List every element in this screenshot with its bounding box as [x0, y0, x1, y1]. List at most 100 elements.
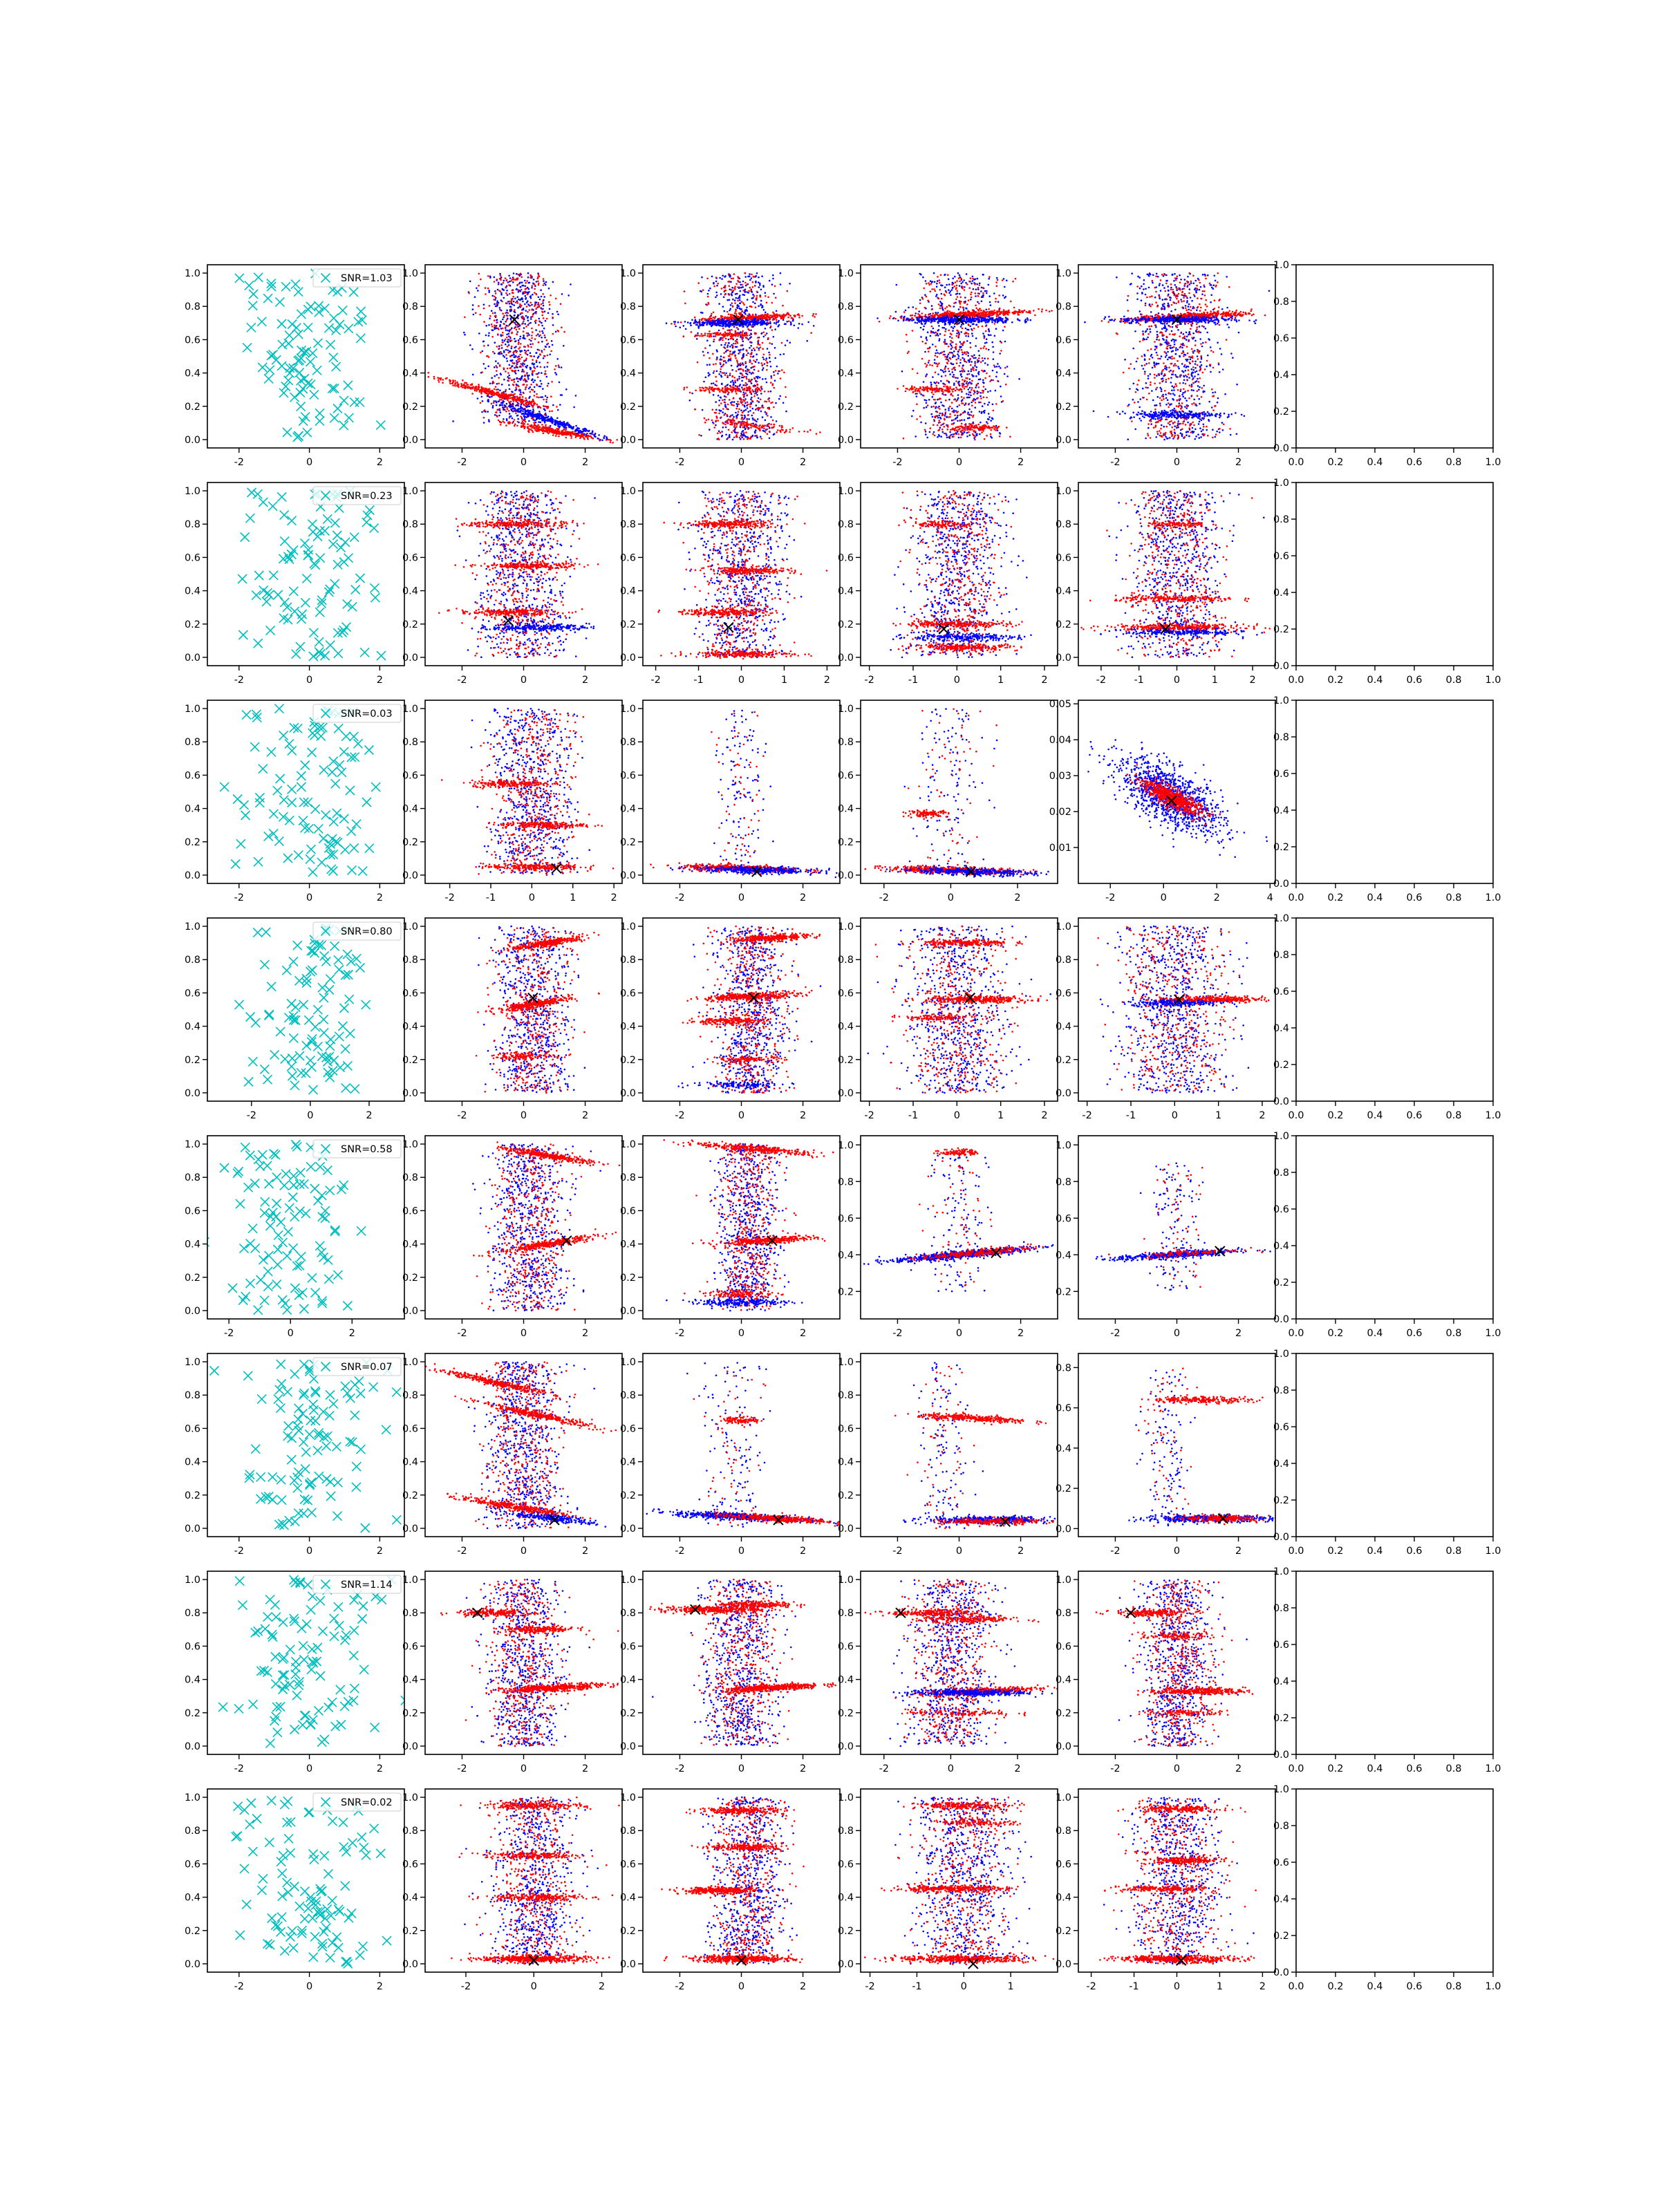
point — [518, 298, 520, 301]
point — [737, 297, 739, 299]
point — [723, 318, 726, 320]
point — [506, 309, 508, 312]
point-cross — [315, 408, 325, 418]
point — [535, 319, 537, 322]
point — [968, 417, 971, 419]
point — [775, 310, 778, 312]
point — [533, 386, 536, 388]
point — [732, 388, 734, 391]
point — [946, 436, 948, 439]
point — [987, 391, 989, 393]
point — [706, 364, 709, 366]
point — [542, 357, 545, 359]
point — [471, 304, 474, 306]
point — [538, 417, 541, 420]
point — [497, 388, 499, 391]
point — [534, 288, 536, 290]
point — [1000, 367, 1002, 369]
point — [506, 294, 509, 297]
point — [734, 285, 736, 288]
point — [543, 355, 545, 357]
point — [530, 402, 533, 404]
point — [722, 399, 724, 401]
point — [537, 274, 540, 276]
point — [760, 324, 763, 326]
point — [599, 439, 601, 441]
point — [563, 429, 565, 431]
point — [525, 357, 527, 359]
point — [522, 300, 524, 303]
point — [783, 315, 785, 317]
point — [433, 375, 435, 378]
point — [950, 344, 953, 347]
point — [507, 421, 509, 424]
point — [995, 366, 998, 368]
point — [477, 386, 480, 388]
point — [753, 315, 755, 318]
point — [718, 324, 720, 327]
point — [545, 426, 547, 428]
point — [503, 351, 505, 353]
point — [938, 414, 940, 417]
point — [749, 337, 751, 339]
point — [744, 313, 747, 315]
point — [751, 389, 753, 391]
point — [973, 354, 975, 356]
point — [482, 363, 485, 365]
point — [551, 419, 554, 421]
point — [953, 382, 955, 384]
point — [939, 301, 941, 303]
point — [742, 335, 744, 337]
point — [764, 317, 767, 320]
point — [514, 346, 516, 349]
point — [987, 413, 990, 415]
point — [728, 332, 730, 335]
point — [543, 415, 545, 418]
point — [753, 385, 755, 388]
point — [521, 364, 523, 366]
point — [538, 427, 540, 429]
point — [718, 338, 721, 341]
point — [518, 282, 521, 285]
point — [733, 424, 736, 427]
point — [494, 297, 497, 299]
point — [536, 403, 538, 406]
point — [747, 436, 749, 438]
point — [933, 382, 935, 384]
point — [960, 282, 962, 285]
point — [699, 386, 701, 389]
point — [724, 426, 727, 429]
point — [679, 326, 682, 329]
point — [757, 317, 759, 320]
point — [959, 341, 962, 344]
point — [512, 362, 515, 365]
point — [711, 317, 713, 320]
point — [986, 404, 989, 406]
point — [541, 321, 543, 324]
point — [489, 382, 491, 385]
point — [702, 323, 704, 325]
point — [551, 381, 553, 383]
point — [925, 337, 928, 339]
y-tick-label: 0.2 — [185, 402, 200, 413]
point — [503, 393, 505, 395]
point — [500, 299, 503, 301]
point — [744, 384, 746, 386]
point — [525, 413, 527, 415]
point-cross — [283, 375, 294, 386]
point — [733, 404, 735, 406]
point — [556, 417, 559, 420]
point — [514, 301, 517, 303]
point — [737, 276, 739, 278]
point — [727, 376, 729, 379]
point — [717, 334, 719, 336]
point — [529, 395, 531, 398]
point — [757, 375, 759, 378]
point — [725, 362, 727, 364]
point — [565, 424, 568, 426]
point — [749, 353, 751, 355]
point — [1002, 294, 1004, 297]
point — [500, 293, 503, 296]
point — [512, 400, 515, 402]
point — [977, 378, 980, 381]
